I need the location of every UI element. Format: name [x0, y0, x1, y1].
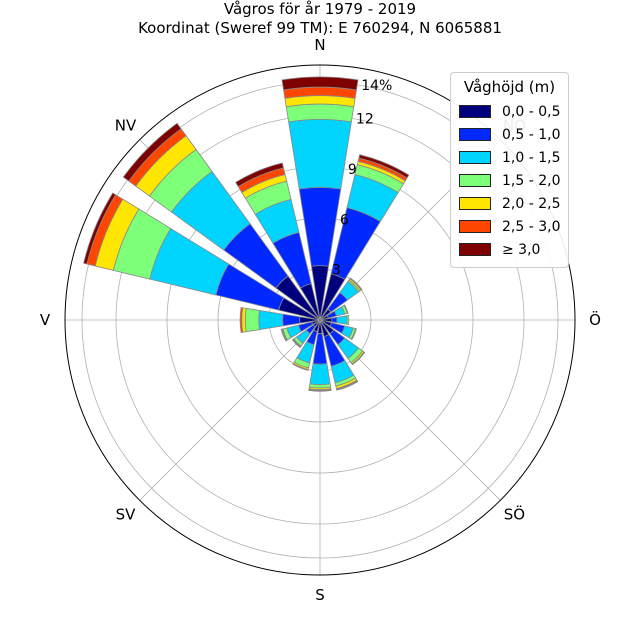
chart-subtitle: Koordinat (Sweref 99 TM): E 760294, N 60… [138, 19, 502, 37]
rose-bar-segment [285, 103, 355, 123]
legend-item: 1,0 - 1,5 [459, 146, 560, 169]
rose-bar-segment [280, 328, 288, 342]
legend-swatch [459, 220, 491, 233]
legend-label: ≥ 3,0 [502, 241, 541, 258]
direction-label: N [314, 36, 325, 54]
rose-bar-segment [358, 154, 410, 179]
legend-item: 2,5 - 3,0 [459, 215, 560, 238]
legend-label: 0,5 - 1,0 [502, 126, 561, 143]
chart-title: Vågros för år 1979 - 2019 [223, 0, 417, 18]
rose-bar-segment [308, 389, 332, 392]
rose-bar-segment [309, 363, 331, 385]
rose-bar-segment [331, 316, 338, 324]
legend-label: 2,5 - 3,0 [502, 218, 561, 235]
rose-bar-segment [83, 192, 117, 265]
radial-tick-label: 12 [356, 112, 374, 128]
legend-item: ≥ 3,0 [459, 238, 560, 261]
outer-circle [64, 64, 576, 576]
direction-label: V [40, 311, 51, 329]
legend-label: 1,5 - 2,0 [502, 172, 561, 189]
legend-title: Våghöjd (m) [463, 78, 556, 96]
legend-item: 2,0 - 2,5 [459, 192, 560, 215]
legend: Våghöjd (m) 0,0 - 0,5 0,5 - 1,0 1,0 - 1,5 1… [450, 72, 569, 268]
radial-tick-label: 6 [340, 212, 349, 228]
rose-bar-segment [235, 162, 284, 188]
rose-bar-segment [298, 187, 342, 267]
rose-bar-segment [244, 307, 261, 333]
rose-bar-segment [122, 122, 182, 182]
rose-bar-segment [343, 304, 349, 314]
direction-label: S [315, 586, 325, 604]
legend-items: 0,0 - 0,5 0,5 - 1,0 1,0 - 1,5 1,5 - 2,0 2,0 … [459, 100, 560, 261]
legend-item: 0,5 - 1,0 [459, 123, 560, 146]
grid-spoke [139, 319, 321, 501]
rose-bar-segment [350, 328, 357, 341]
radial-tick-label: 9 [348, 162, 357, 178]
rose-bar-segment [292, 362, 309, 371]
rose-bar-segment [336, 380, 359, 391]
rose-bars [83, 76, 410, 392]
direction-label: Ö [589, 310, 601, 329]
legend-item: 1,5 - 2,0 [459, 169, 560, 192]
rose-bar-segment [281, 76, 359, 91]
legend-swatch [459, 243, 491, 256]
direction-label: NV [115, 117, 137, 135]
radial-tick-label: 14% [361, 78, 392, 94]
legend-item: 0,0 - 0,5 [459, 100, 560, 123]
rose-bar-segment [282, 313, 301, 327]
direction-label: SV [116, 505, 137, 523]
rose-bar-segment [258, 309, 284, 331]
legend-swatch [459, 174, 491, 187]
rose-bar-segment [288, 119, 352, 190]
rose-bar-segment [349, 277, 363, 291]
rose-bar-segment [291, 338, 302, 349]
legend-swatch [459, 105, 491, 118]
direction-label: SÖ [504, 504, 525, 523]
rose-bar-segment [239, 307, 244, 333]
legend-label: 0,0 - 0,5 [502, 103, 561, 120]
rose-bar-segment [336, 315, 348, 325]
rose-bar-segment [346, 315, 350, 325]
legend-label: 2,0 - 2,5 [502, 195, 561, 212]
legend-swatch [459, 151, 491, 164]
legend-swatch [459, 128, 491, 141]
rose-bar-segment [351, 351, 366, 366]
legend-swatch [459, 197, 491, 210]
legend-label: 1,0 - 1,5 [502, 149, 561, 166]
radial-tick-label: 3 [332, 263, 341, 279]
